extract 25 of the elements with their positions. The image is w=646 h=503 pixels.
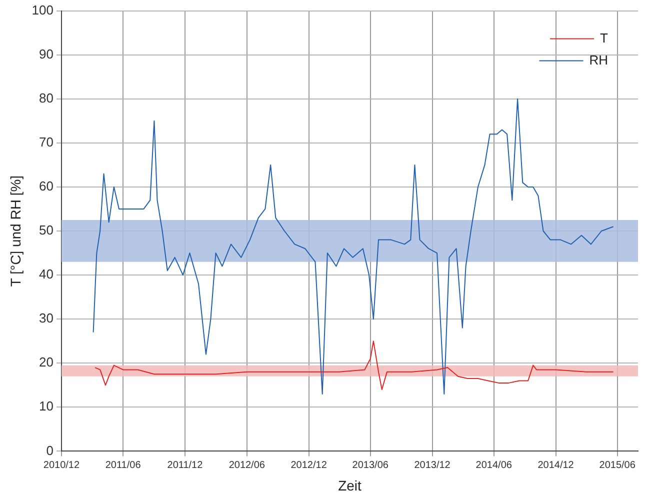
legend-label: T: [600, 30, 608, 46]
x-tick-label: 2011/06: [105, 460, 142, 471]
x-tick-label: 2015/06: [599, 460, 636, 471]
y-tick-label: 100: [32, 2, 54, 18]
x-tick-label: 2014/06: [476, 460, 512, 471]
y-tick-label: 50: [39, 222, 54, 238]
y-tick-label: 10: [39, 398, 54, 414]
x-tick-label: 2014/12: [538, 460, 574, 471]
x-tick-label: 2012/06: [228, 460, 266, 471]
x-tick-label: 2013/06: [352, 460, 389, 471]
x-tick-label: 2011/12: [167, 460, 204, 471]
x-tick-label: 2012/12: [290, 460, 328, 471]
y-tick-label: 80: [39, 90, 54, 106]
x-tick-label: 2013/12: [414, 460, 451, 471]
y-tick-label: 0: [46, 442, 54, 458]
y-tick-label: 20: [39, 354, 54, 370]
y-tick-label: 40: [39, 266, 54, 282]
y-tick-label: 60: [39, 178, 54, 194]
x-axis-title: Zeit: [338, 477, 362, 494]
y-tick-label: 90: [39, 46, 54, 62]
y-tick-label: 70: [39, 134, 54, 150]
legend-label: RH: [589, 52, 608, 68]
y-axis-title: T [°C] und RH [%]: [7, 175, 24, 287]
y-tick-label: 30: [39, 310, 54, 326]
x-tick-label: 2010/12: [43, 460, 80, 471]
